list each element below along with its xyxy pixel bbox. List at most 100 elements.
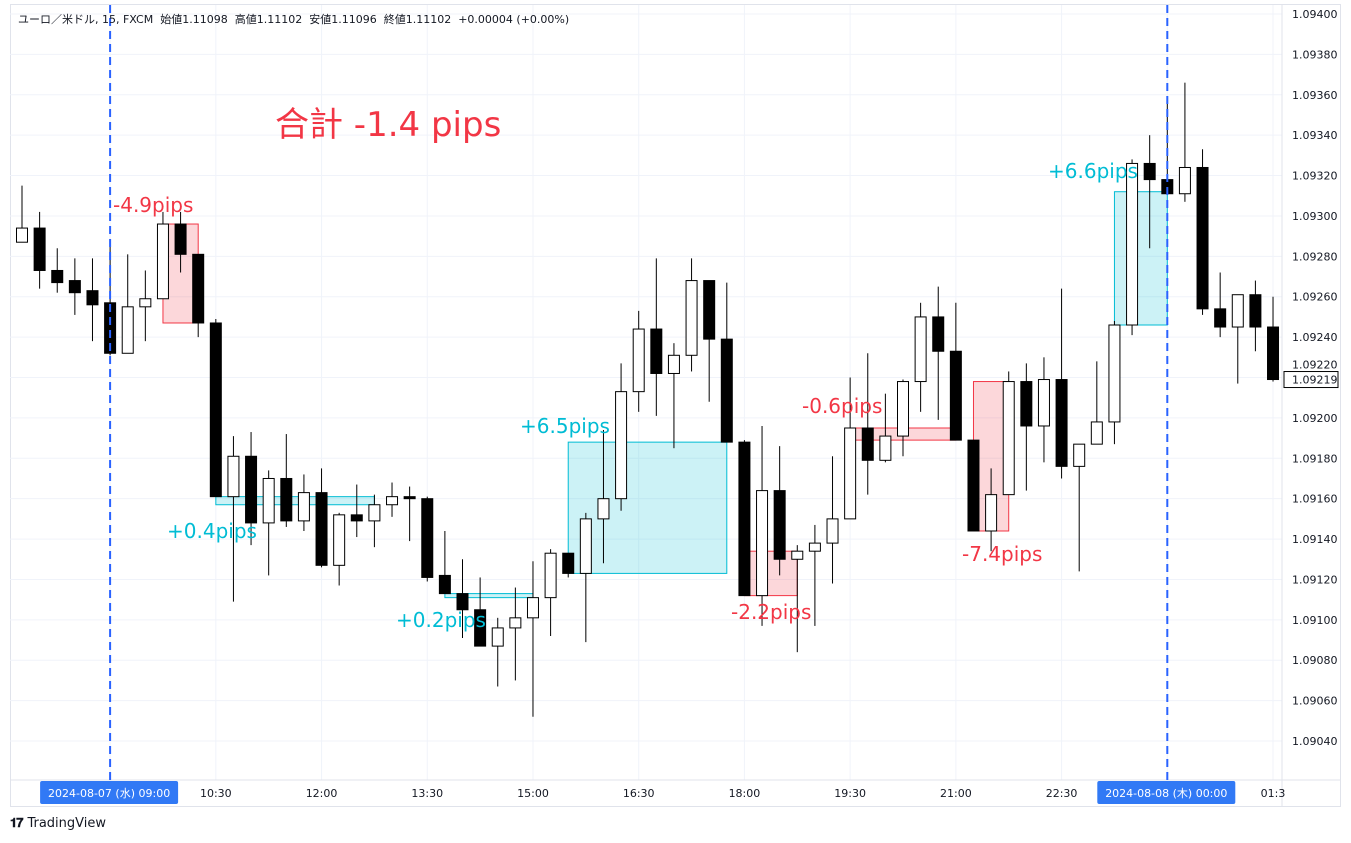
candle-body-up — [579, 518, 592, 574]
candle-body-down — [703, 280, 716, 340]
candle-body-down — [86, 290, 99, 306]
price-axis-label: 1.09260 — [1292, 291, 1338, 304]
trade-boxes — [162, 191, 1168, 599]
candle — [1178, 82, 1191, 202]
price-axis-label: 1.09220 — [1292, 359, 1338, 372]
price-axis-label: 1.09140 — [1292, 533, 1338, 546]
candle-body-up — [826, 518, 839, 544]
time-axis-label: 18:00 — [729, 787, 761, 800]
candle-body-up — [756, 490, 769, 597]
candle — [685, 258, 698, 372]
candle — [51, 248, 64, 293]
time-axis-highlight-label: 2024-08-08 (木) 00:00 — [1105, 787, 1227, 800]
plot-area — [16, 82, 1280, 717]
candle-body-up — [262, 477, 275, 524]
candle-body-down — [403, 496, 416, 500]
candle-body-up — [879, 435, 892, 461]
candle — [16, 185, 28, 243]
price-axis-label: 1.09120 — [1292, 573, 1338, 586]
candle — [350, 484, 363, 538]
candle — [86, 258, 99, 342]
price-axis-label: 1.09300 — [1292, 210, 1338, 223]
price-axis-label: 1.09200 — [1292, 412, 1338, 425]
legend-high: 高値1.11102 — [234, 13, 303, 26]
candle — [703, 280, 716, 402]
candle — [544, 549, 557, 637]
candle — [1108, 320, 1121, 445]
grid — [10, 5, 1282, 780]
candle — [826, 456, 839, 584]
candle — [456, 559, 469, 639]
candle-body-up — [791, 550, 804, 560]
candle-body-up — [1002, 381, 1015, 496]
candle — [632, 310, 645, 412]
candle-body-up — [844, 427, 857, 520]
trade-box-profit — [1113, 191, 1168, 326]
price-axis-label: 1.09340 — [1292, 129, 1338, 142]
candle — [949, 302, 962, 441]
tradingview-logo[interactable]: 𝟏𝟕 TradingView — [10, 816, 106, 831]
candle — [791, 545, 804, 653]
trade-result-label: -2.2pips — [731, 600, 811, 624]
price-axis-label: 1.09320 — [1292, 170, 1338, 183]
trade-result-label: -7.4pips — [962, 542, 1042, 566]
candle-body-down — [720, 338, 733, 443]
price-axis-label: 1.09400 — [1292, 8, 1338, 21]
candle — [1002, 371, 1015, 496]
candle-body-up — [985, 494, 998, 532]
time-axis-highlight-badge — [1097, 781, 1236, 804]
price-axis-label: 1.09240 — [1292, 331, 1338, 344]
candle — [1196, 149, 1209, 315]
candle — [861, 353, 874, 495]
legend-symbol: ユーロ／米ドル, 15, FXCM — [18, 13, 154, 26]
candle — [667, 343, 680, 449]
candle — [245, 432, 258, 546]
price-axis-label: 1.09160 — [1292, 493, 1338, 506]
candle — [509, 587, 522, 681]
candle-body-down — [438, 574, 451, 595]
candle-body-up — [632, 328, 645, 393]
candle — [808, 524, 821, 626]
candle — [1055, 288, 1068, 479]
candle — [192, 253, 205, 338]
candle-body-down — [209, 322, 222, 498]
candle-body-down — [1055, 379, 1068, 467]
price-axis-label: 1.09280 — [1292, 250, 1338, 263]
candle — [68, 258, 81, 315]
candle — [914, 302, 927, 412]
candle-body-up — [333, 514, 346, 566]
candle — [333, 512, 346, 586]
candle-body-down — [280, 477, 293, 522]
candle-body-up — [685, 280, 698, 356]
candle — [579, 512, 592, 643]
candle — [1073, 443, 1086, 572]
candle — [879, 393, 892, 463]
candle — [403, 486, 416, 542]
price-axis-label: 1.09180 — [1292, 452, 1338, 465]
time-axis-label: 22:30 — [1046, 787, 1078, 800]
candle — [1267, 296, 1280, 382]
candle — [139, 270, 152, 342]
trade-result-label: +6.5pips — [520, 414, 610, 438]
candle — [650, 258, 663, 416]
candle-body-up — [156, 223, 169, 300]
candle-body-down — [562, 552, 575, 574]
candle-body-down — [1214, 308, 1227, 328]
candle-body-down — [245, 455, 258, 524]
trade-box-profit — [567, 441, 728, 574]
last-price-label: 1.09219 — [1292, 374, 1338, 387]
candle — [1090, 361, 1103, 445]
candle — [368, 494, 381, 548]
legend-open: 始値1.11098 — [160, 13, 228, 26]
time-axis-label: 21:00 — [940, 787, 972, 800]
candle-body-down — [967, 439, 980, 532]
candle-body-up — [1126, 162, 1139, 326]
legend-change: +0.00004 (+0.00%) — [458, 13, 570, 26]
price-axis-label: 1.09100 — [1292, 614, 1338, 627]
candle — [33, 211, 46, 289]
price-axis-label: 1.09040 — [1292, 735, 1338, 748]
candle-body-down — [1267, 326, 1280, 381]
price-axis-label: 1.09380 — [1292, 48, 1338, 61]
candle — [526, 561, 539, 717]
